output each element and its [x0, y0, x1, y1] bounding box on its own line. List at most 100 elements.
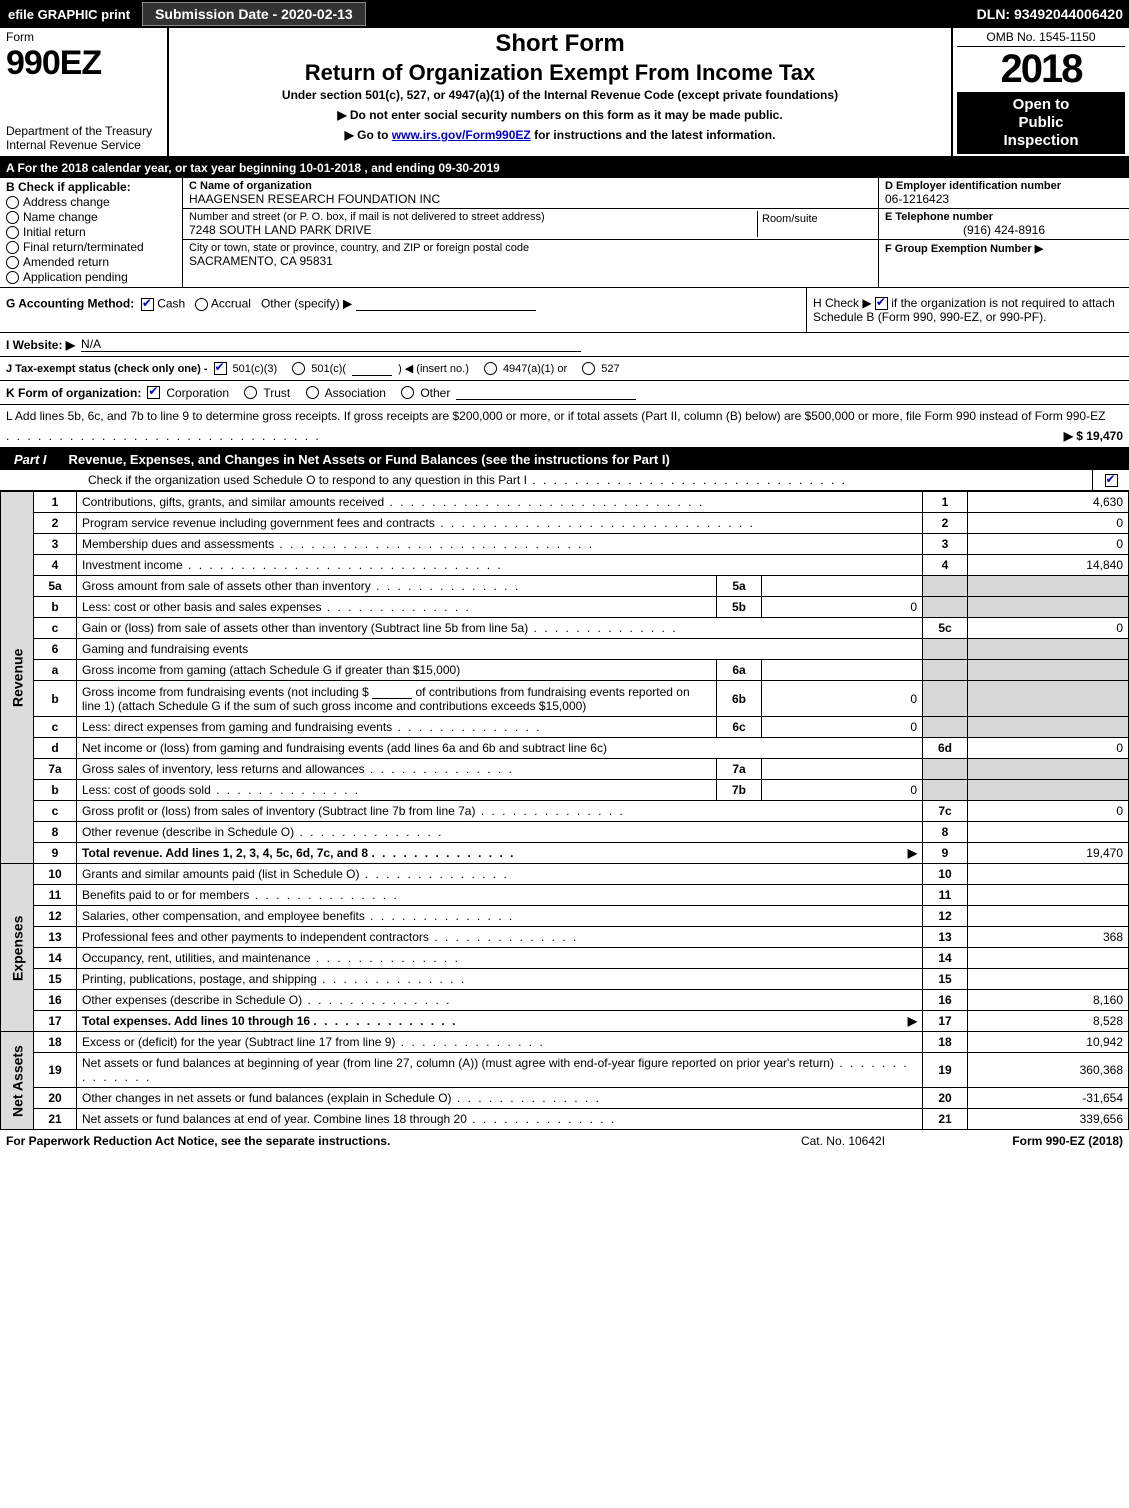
line-amount: 0	[968, 801, 1129, 822]
col-d-ein-phone: D Employer identification number 06-1216…	[878, 178, 1129, 287]
line-desc: Total expenses. Add lines 10 through 16 …	[77, 1011, 923, 1032]
room-label: Room/suite	[762, 213, 818, 225]
line-code: 11	[923, 885, 968, 906]
line-amount: -31,654	[968, 1088, 1129, 1109]
line-amount: 0	[968, 513, 1129, 534]
line-desc: Benefits paid to or for members	[77, 885, 923, 906]
row-a-pre: A For the 2018 calendar year, or tax yea…	[6, 161, 300, 175]
line-amount	[968, 822, 1129, 843]
part1-check-row: Check if the organization used Schedule …	[0, 470, 1129, 491]
goto-link[interactable]: www.irs.gov/Form990EZ	[392, 128, 531, 142]
table-row: 19 Net assets or fund balances at beginn…	[1, 1053, 1129, 1088]
form-number: 990EZ	[6, 44, 161, 83]
line-code: 18	[923, 1032, 968, 1053]
line-code: 3	[923, 534, 968, 555]
line-amount: 19,470	[968, 843, 1129, 864]
line-desc: Professional fees and other payments to …	[77, 927, 923, 948]
table-row: 14 Occupancy, rent, utilities, and maint…	[1, 948, 1129, 969]
chk-527[interactable]	[582, 362, 595, 375]
table-row: 17 Total expenses. Add lines 10 through …	[1, 1011, 1129, 1032]
line-num: a	[34, 660, 77, 681]
chk-trust[interactable]	[244, 386, 257, 399]
part1-tab: Part I	[0, 449, 61, 470]
lbl-address-change: Address change	[23, 195, 110, 209]
footer-left: For Paperwork Reduction Act Notice, see …	[6, 1134, 743, 1148]
chk-accrual[interactable]	[195, 298, 208, 311]
chk-cash[interactable]	[141, 298, 154, 311]
return-title: Return of Organization Exempt From Incom…	[175, 60, 945, 86]
chk-4947a1[interactable]	[484, 362, 497, 375]
arrow-icon: ▶	[908, 1014, 917, 1028]
table-row: 15 Printing, publications, postage, and …	[1, 969, 1129, 990]
form-header: Form 990EZ Department of the Treasury In…	[0, 28, 1129, 158]
table-row: Expenses 10 Grants and similar amounts p…	[1, 864, 1129, 885]
chk-501c3[interactable]	[214, 362, 227, 375]
sub-label: 7a	[717, 759, 762, 780]
line-code: 13	[923, 927, 968, 948]
line-amount: 0	[968, 534, 1129, 555]
shaded-cell	[923, 639, 968, 660]
l-amount: ▶ $ 19,470	[1064, 429, 1123, 443]
line-code: 4	[923, 555, 968, 576]
chk-corporation[interactable]	[147, 386, 160, 399]
table-row: 13 Professional fees and other payments …	[1, 927, 1129, 948]
r6b-blank[interactable]	[372, 684, 412, 699]
shaded-cell	[923, 660, 968, 681]
line-amount: 0	[968, 618, 1129, 639]
line-num: d	[34, 738, 77, 759]
table-row: c Less: direct expenses from gaming and …	[1, 717, 1129, 738]
chk-address-change[interactable]	[6, 196, 19, 209]
table-row: 5a Gross amount from sale of assets othe…	[1, 576, 1129, 597]
line-num: 9	[34, 843, 77, 864]
part1-check-line: Check if the organization used Schedule …	[80, 470, 1092, 490]
l-dots	[6, 429, 321, 443]
sub-label: 6a	[717, 660, 762, 681]
other-method-field[interactable]	[356, 296, 536, 311]
chk-name-change[interactable]	[6, 211, 19, 224]
line-k-form-org: K Form of organization: Corporation Trus…	[0, 381, 1129, 405]
lbl-other-method: Other (specify) ▶	[261, 297, 352, 311]
shaded-cell	[923, 576, 968, 597]
line-code: 6d	[923, 738, 968, 759]
lbl-4947a1: 4947(a)(1) or	[503, 363, 567, 375]
chk-501c[interactable]	[292, 362, 305, 375]
phone-value: (916) 424-8916	[885, 223, 1123, 237]
line-amount: 368	[968, 927, 1129, 948]
line-num: 3	[34, 534, 77, 555]
line-num: b	[34, 597, 77, 618]
501c-insert-no[interactable]	[352, 361, 392, 376]
line-desc: Gross income from fundraising events (no…	[77, 681, 717, 717]
line-amount: 360,368	[968, 1053, 1129, 1088]
line-num: 18	[34, 1032, 77, 1053]
table-row: c Gross profit or (loss) from sales of i…	[1, 801, 1129, 822]
line-code: 7c	[923, 801, 968, 822]
footer-form-ref: Form 990-EZ (2018)	[943, 1134, 1123, 1148]
chk-schedule-b[interactable]	[875, 297, 888, 310]
line-code: 16	[923, 990, 968, 1011]
chk-final-return[interactable]	[6, 241, 19, 254]
line-desc: Membership dues and assessments	[77, 534, 923, 555]
line-code: 10	[923, 864, 968, 885]
chk-amended-return[interactable]	[6, 256, 19, 269]
chk-initial-return[interactable]	[6, 226, 19, 239]
line-amount	[968, 885, 1129, 906]
omb-number: OMB No. 1545-1150	[957, 30, 1125, 47]
table-row: 21 Net assets or fund balances at end of…	[1, 1109, 1129, 1130]
sub-value	[762, 759, 923, 780]
line-num: c	[34, 801, 77, 822]
chk-application-pending[interactable]	[6, 271, 19, 284]
shaded-cell	[968, 597, 1129, 618]
table-row: 4 Investment income 4 14,840	[1, 555, 1129, 576]
efile-label: efile GRAPHIC print	[0, 7, 138, 22]
table-row: 12 Salaries, other compensation, and emp…	[1, 906, 1129, 927]
other-org-field[interactable]	[456, 385, 636, 400]
line-num: 2	[34, 513, 77, 534]
chk-schedule-o-part1[interactable]	[1105, 474, 1118, 487]
line-num: 6	[34, 639, 77, 660]
short-form-title: Short Form	[175, 30, 945, 58]
chk-other-org[interactable]	[401, 386, 414, 399]
table-row: d Net income or (loss) from gaming and f…	[1, 738, 1129, 759]
ein-value: 06-1216423	[885, 192, 1123, 206]
chk-association[interactable]	[306, 386, 319, 399]
line-num: 14	[34, 948, 77, 969]
